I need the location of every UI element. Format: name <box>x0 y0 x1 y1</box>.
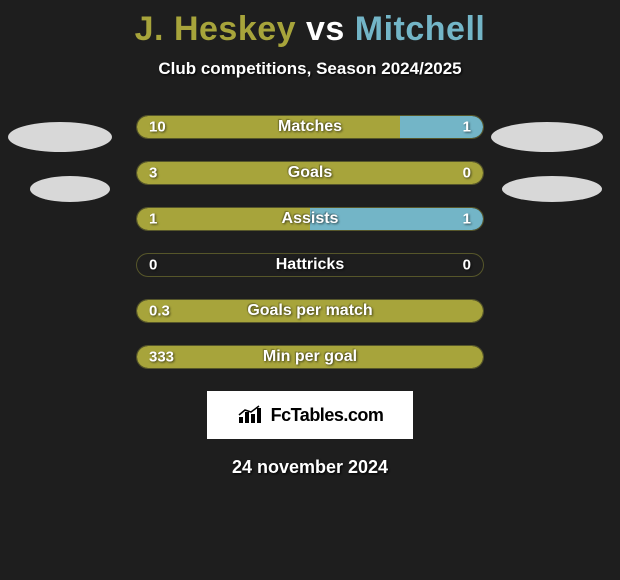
stat-value-left: 0 <box>149 257 157 274</box>
page-title: J. Heskey vs Mitchell <box>0 0 620 49</box>
stat-row: Min per goal333 <box>136 345 484 369</box>
stat-value-right: 0 <box>463 257 471 274</box>
avatar-ellipse <box>30 176 110 202</box>
avatar-ellipse <box>8 122 112 152</box>
stat-bar-right <box>310 208 483 230</box>
stat-label: Hattricks <box>137 256 483 274</box>
stat-bar-left <box>137 116 400 138</box>
stat-row: Assists11 <box>136 207 484 231</box>
avatar-ellipse <box>491 122 603 152</box>
stat-row: Matches101 <box>136 115 484 139</box>
stat-row: Goals30 <box>136 161 484 185</box>
avatar-ellipse <box>502 176 602 202</box>
date-label: 24 november 2024 <box>0 457 620 478</box>
stat-bar-left <box>137 300 483 322</box>
logo-badge: FcTables.com <box>207 391 413 439</box>
stat-row: Hattricks0 0 <box>136 253 484 277</box>
stat-bar-left <box>137 346 483 368</box>
title-player1: J. Heskey <box>135 10 296 48</box>
stat-bar-left <box>137 208 310 230</box>
title-vs: vs <box>306 10 345 48</box>
stat-bar-left <box>137 162 483 184</box>
title-player2: Mitchell <box>355 10 486 48</box>
logo-icon <box>237 405 265 425</box>
stat-bar-right <box>400 116 483 138</box>
logo-text: FcTables.com <box>271 405 384 426</box>
subtitle: Club competitions, Season 2024/2025 <box>0 59 620 79</box>
comparison-bars: Matches101 Goals30 Assists11 Hattricks0 0 Goa… <box>136 115 484 369</box>
stat-row: Goals per match0.3 <box>136 299 484 323</box>
